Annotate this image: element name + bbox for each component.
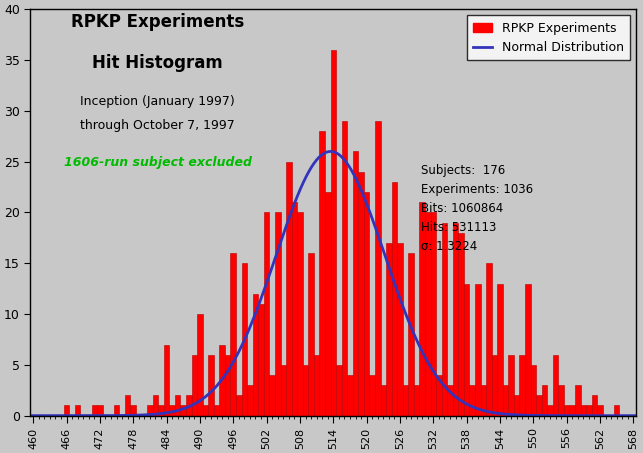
Bar: [358, 172, 364, 416]
Bar: [247, 385, 253, 416]
Bar: [280, 365, 286, 416]
Bar: [425, 212, 431, 416]
Bar: [408, 253, 414, 416]
Bar: [397, 243, 403, 416]
Bar: [570, 405, 575, 416]
Bar: [392, 182, 397, 416]
Bar: [152, 395, 158, 416]
Bar: [492, 355, 497, 416]
Bar: [331, 50, 336, 416]
Bar: [370, 375, 375, 416]
Bar: [292, 202, 297, 416]
Bar: [303, 365, 308, 416]
Bar: [181, 405, 186, 416]
Bar: [75, 405, 80, 416]
Bar: [475, 284, 480, 416]
Bar: [147, 405, 152, 416]
Bar: [158, 405, 164, 416]
Bar: [614, 405, 619, 416]
Bar: [520, 355, 525, 416]
Bar: [208, 355, 214, 416]
Text: through October 7, 1997: through October 7, 1997: [80, 119, 235, 132]
Bar: [264, 212, 269, 416]
Bar: [447, 385, 453, 416]
Bar: [581, 405, 586, 416]
Bar: [197, 314, 203, 416]
Bar: [341, 121, 347, 416]
Bar: [541, 385, 547, 416]
Bar: [64, 405, 69, 416]
Text: RPKP Experiments: RPKP Experiments: [71, 13, 244, 31]
Bar: [91, 405, 97, 416]
Bar: [514, 395, 520, 416]
Bar: [314, 355, 320, 416]
Bar: [364, 192, 370, 416]
Text: Hit Histogram: Hit Histogram: [93, 54, 223, 72]
Bar: [192, 355, 197, 416]
Bar: [286, 162, 292, 416]
Bar: [336, 365, 341, 416]
Bar: [347, 375, 353, 416]
Bar: [114, 405, 120, 416]
Bar: [175, 395, 181, 416]
Bar: [592, 395, 597, 416]
Bar: [564, 405, 570, 416]
Bar: [480, 385, 486, 416]
Bar: [169, 405, 175, 416]
Bar: [442, 222, 447, 416]
Bar: [258, 304, 264, 416]
Bar: [269, 375, 275, 416]
Bar: [253, 294, 258, 416]
Bar: [431, 212, 436, 416]
Bar: [203, 405, 208, 416]
Bar: [458, 233, 464, 416]
Bar: [509, 355, 514, 416]
Bar: [386, 243, 392, 416]
Bar: [236, 395, 242, 416]
Bar: [403, 385, 408, 416]
Bar: [497, 284, 503, 416]
Bar: [242, 263, 247, 416]
Bar: [536, 395, 541, 416]
Bar: [575, 385, 581, 416]
Bar: [320, 131, 325, 416]
Bar: [353, 151, 358, 416]
Text: Inception (January 1997): Inception (January 1997): [80, 95, 235, 107]
Bar: [414, 385, 419, 416]
Bar: [503, 385, 509, 416]
Bar: [308, 253, 314, 416]
Bar: [525, 284, 530, 416]
Bar: [164, 345, 169, 416]
Text: 1606-run subject excluded: 1606-run subject excluded: [64, 155, 251, 169]
Bar: [558, 385, 564, 416]
Bar: [214, 405, 219, 416]
Bar: [325, 192, 331, 416]
Bar: [436, 375, 442, 416]
Bar: [297, 212, 303, 416]
Legend: RPKP Experiments, Normal Distribution: RPKP Experiments, Normal Distribution: [467, 15, 630, 60]
Bar: [464, 284, 469, 416]
Bar: [553, 355, 558, 416]
Bar: [486, 263, 492, 416]
Bar: [225, 355, 230, 416]
Bar: [125, 395, 131, 416]
Bar: [419, 202, 425, 416]
Text: Subjects:  176
Experiments: 1036
Bits: 1060864
Hits: 531113
σ: 1.3224: Subjects: 176 Experiments: 1036 Bits: 10…: [421, 164, 533, 253]
Bar: [586, 405, 592, 416]
Bar: [530, 365, 536, 416]
Bar: [186, 395, 192, 416]
Bar: [469, 385, 475, 416]
Bar: [375, 121, 381, 416]
Bar: [381, 385, 386, 416]
Bar: [230, 253, 236, 416]
Bar: [547, 405, 553, 416]
Bar: [597, 405, 602, 416]
Bar: [219, 345, 225, 416]
Bar: [275, 212, 280, 416]
Bar: [97, 405, 103, 416]
Bar: [453, 222, 458, 416]
Bar: [131, 405, 136, 416]
